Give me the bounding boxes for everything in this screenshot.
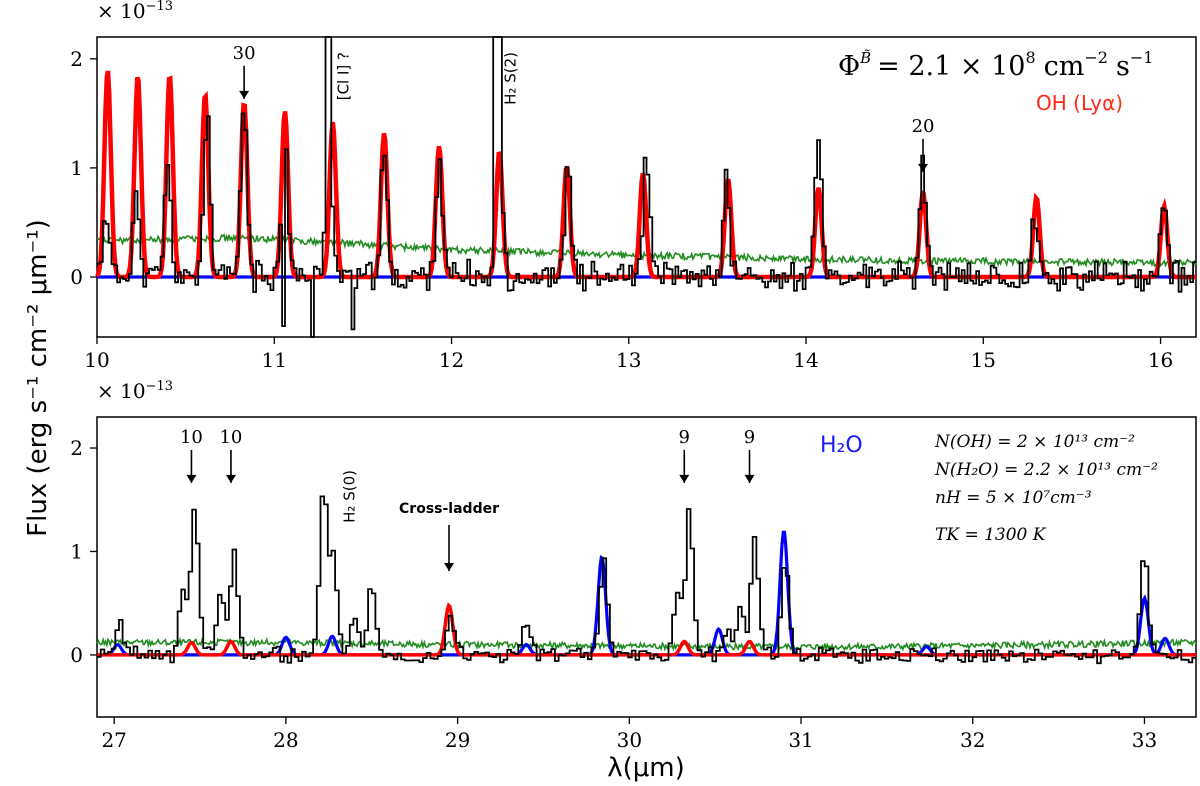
param-n-oh: N(OH) = 2 × 10¹³ cm⁻²: [934, 432, 1135, 452]
arrow-head: [444, 563, 455, 571]
y-axis-label: Flux (erg s⁻¹ cm⁻² μm⁻¹): [23, 219, 53, 537]
y-tick-label: 0: [70, 643, 83, 667]
x-tick-label: 29: [445, 728, 470, 752]
line-index-label: 10: [219, 427, 242, 448]
h2o-model-line: [97, 530, 1196, 657]
bottom-plot-data: [96, 495, 1197, 665]
y-tick-label: 2: [70, 47, 83, 71]
y-tick-label: 1: [70, 539, 83, 563]
observed-spectrum-line: [97, 495, 1196, 665]
cross-ladder-label: Cross-ladder: [399, 501, 499, 517]
param-density: nH = 5 × 10⁷cm⁻³: [935, 488, 1092, 508]
y-tick-label: 1: [70, 156, 83, 180]
x-tick-label: 30: [617, 728, 642, 752]
x-tick-label: 27: [101, 728, 126, 752]
bottom-axes: 27 28 29 30 31 32 33 0 1 2: [70, 436, 1157, 752]
arrow-head: [239, 90, 250, 99]
y-tick-label: 2: [70, 436, 83, 460]
x-tick-label: 28: [273, 728, 298, 752]
line-index-label: 9: [744, 427, 755, 448]
noise-level-line: [96, 636, 1197, 653]
line-index-label: 10: [180, 427, 203, 448]
arrow-head: [744, 474, 755, 483]
oh-model-label: OH (Lyα): [1036, 91, 1123, 115]
x-tick-label: 33: [1132, 728, 1157, 752]
arrow-head: [186, 474, 197, 483]
bottom-panel-frame: [96, 416, 1197, 718]
line-index-label: 30: [233, 43, 256, 64]
bottom-scale-label: × 10−13: [97, 379, 173, 403]
top-plot-data: [95, 36, 1197, 338]
spectral-line-label: H₂ S(0): [341, 470, 359, 523]
bottom-panel: × 10−13 27 28 29 30 31 32 33 0 1 2 10 10 9 9 H₂ S(0) C…: [70, 379, 1197, 752]
h2o-model-label: H₂O: [820, 433, 863, 458]
x-tick-label: 15: [971, 348, 996, 372]
x-tick-label: 12: [439, 348, 464, 372]
arrow-head: [679, 474, 690, 483]
x-tick-label: 14: [793, 348, 818, 372]
x-tick-label: 10: [84, 348, 109, 372]
x-tick-label: 31: [788, 728, 813, 752]
line-index-label: 20: [912, 116, 935, 137]
top-scale-label: × 10−13: [97, 0, 173, 23]
x-tick-label: 13: [616, 348, 641, 372]
arrow-head: [225, 474, 236, 483]
spectral-line-label: [Cl I] ?: [335, 52, 353, 100]
x-tick-label: 11: [262, 348, 287, 372]
x-tick-label: 16: [1148, 348, 1173, 372]
x-axis-label: λ(μm): [607, 753, 685, 783]
bottom-annotations: 10 10 9 9 H₂ S(0) Cross-ladder: [180, 427, 755, 571]
oh-model-line: [95, 70, 1196, 280]
spectral-line-label: H₂ S(2): [501, 52, 519, 105]
y-tick-label: 0: [70, 265, 83, 289]
top-panel-frame: [96, 36, 1197, 338]
top-annotations: 30 20 [Cl I] ? H₂ S(2): [233, 43, 935, 172]
observed-spectrum-line: [97, 36, 1196, 338]
flux-parameter: ΦB̃ = 2.1 × 108 cm−2 s−1: [838, 48, 1153, 82]
param-n-h2o: N(H₂O) = 2.2 × 10¹³ cm⁻²: [934, 460, 1158, 480]
x-tick-label: 32: [960, 728, 985, 752]
arrow-head: [918, 163, 929, 172]
line-index-label: 9: [679, 427, 690, 448]
model-parameters: N(OH) = 2 × 10¹³ cm⁻² N(H₂O) = 2.2 × 10¹…: [934, 432, 1158, 545]
param-temperature: TK = 1300 K: [935, 525, 1047, 545]
